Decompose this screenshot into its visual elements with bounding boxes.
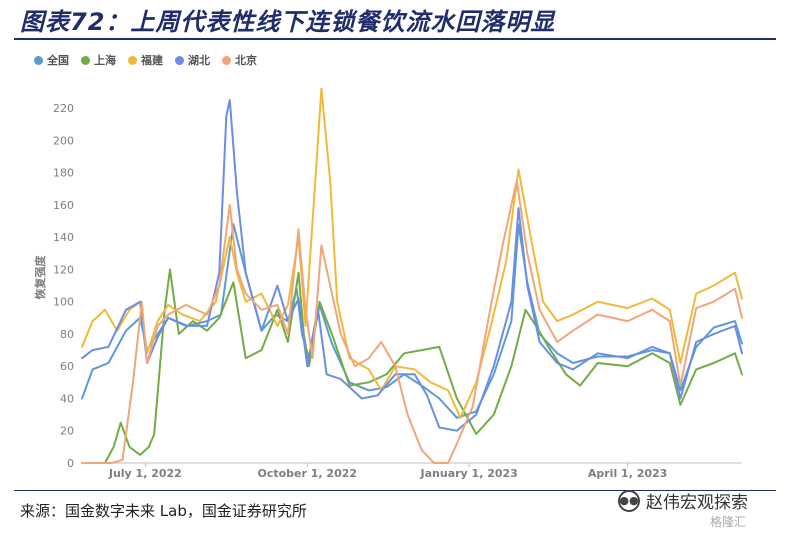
y-tick-label: 180 (53, 167, 74, 180)
y-tick-label: 80 (60, 328, 74, 341)
y-axis-label: 恢复强度 (33, 255, 47, 300)
x-tick-label: April 1, 2023 (588, 467, 667, 480)
page-title: 图表72：上周代表性线下连锁餐饮流水回落明显 (20, 8, 556, 36)
y-tick-label: 200 (53, 134, 74, 147)
legend-swatch (128, 55, 137, 65)
legend-label: 北京 (235, 54, 257, 67)
legend-item: 上海 (81, 52, 116, 68)
series-line (81, 223, 743, 419)
legend-label: 福建 (141, 54, 163, 67)
x-tick-label: October 1, 2022 (257, 467, 357, 480)
x-tick-label: July 1, 2022 (108, 467, 182, 480)
y-tick-label: 100 (53, 296, 74, 309)
title-divider (14, 38, 776, 40)
y-tick-label: 220 (53, 102, 74, 115)
legend-swatch (81, 55, 90, 65)
legend-label: 全国 (47, 54, 69, 67)
legend-item: 北京 (222, 52, 257, 68)
series-line (81, 99, 743, 432)
legend-item: 全国 (34, 52, 69, 68)
watermark: ●● 赵伟宏观探索 (618, 488, 748, 513)
y-tick-label: 40 (60, 392, 74, 405)
legend-label: 湖北 (188, 54, 210, 67)
legend-swatch (34, 55, 43, 65)
y-tick-label: 160 (53, 199, 74, 212)
legend-item: 福建 (128, 52, 163, 68)
source-divider (14, 490, 776, 491)
y-tick-label: 140 (53, 231, 74, 244)
wechat-icon: ●● (618, 489, 640, 512)
source-note: 来源：国金数字未来 Lab，国金证券研究所 (20, 502, 307, 520)
series-line (81, 87, 743, 419)
legend-item: 湖北 (175, 52, 210, 68)
legend-swatch (175, 55, 184, 65)
y-tick-label: 60 (60, 360, 74, 373)
y-tick-label: 0 (67, 457, 74, 470)
watermark-text: 赵伟宏观探索 (646, 493, 748, 513)
chart-legend: 全国 上海 福建 湖北 北京 (34, 52, 257, 68)
y-tick-label: 20 (60, 425, 74, 438)
legend-swatch (222, 55, 231, 65)
x-tick-label: January 1, 2023 (420, 467, 518, 480)
series-line (81, 268, 743, 464)
legend-label: 上海 (94, 54, 116, 67)
line-chart: 0 20 40 60 80 100 120 140 160 180 200 220 July 1, 20… (33, 87, 743, 480)
y-tick-label: 120 (53, 263, 74, 276)
watermark-sub: 格隆汇 (710, 515, 747, 529)
series-line (81, 179, 743, 464)
